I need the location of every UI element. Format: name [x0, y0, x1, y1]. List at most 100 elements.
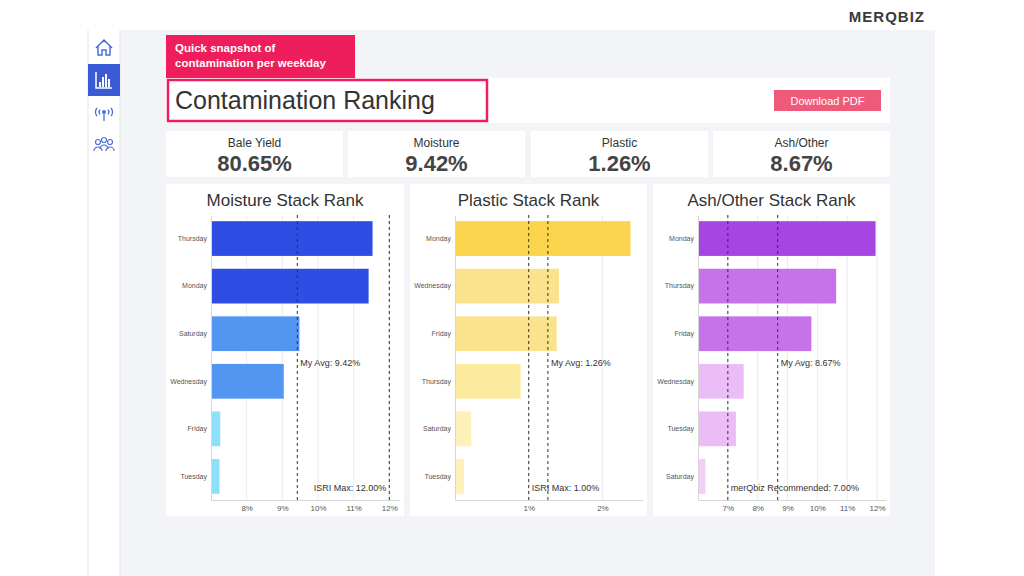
header-panel	[166, 78, 890, 123]
bar[interactable]	[698, 316, 811, 351]
icon-arc	[99, 110, 101, 115]
kpi-value: 8.67%	[770, 151, 832, 176]
category-label: Tuesday	[424, 473, 451, 481]
bar[interactable]	[211, 316, 299, 351]
page-title: Contamination Ranking	[175, 86, 435, 114]
x-tick: 12%	[382, 500, 398, 513]
bar[interactable]	[211, 364, 284, 399]
icon-dot	[102, 110, 106, 114]
background	[0, 0, 1024, 576]
kpi-card: Ash/Other8.67%	[713, 131, 890, 177]
bar[interactable]	[698, 412, 736, 447]
nav-home[interactable]	[96, 40, 112, 55]
icon-arc	[107, 110, 109, 115]
logo: MERQBIZ	[849, 8, 925, 25]
x-axis-line	[212, 500, 401, 501]
kpi-card: Plastic1.26%	[531, 131, 708, 177]
x-tick-label: 2%	[597, 504, 609, 513]
icon-bar	[108, 79, 110, 87]
icon-arc	[96, 108, 97, 116]
x-axis: 8%9%10%11%12%	[212, 500, 401, 513]
bar[interactable]	[698, 269, 836, 304]
bar[interactable]	[211, 269, 369, 304]
x-tick-label: 11%	[840, 504, 855, 513]
x-tick: 9%	[782, 500, 794, 513]
x-tick: 1%	[523, 500, 535, 513]
bar[interactable]	[455, 269, 559, 304]
icon-bar	[99, 82, 101, 87]
category-label: Wednesday	[170, 378, 207, 386]
bar[interactable]	[698, 459, 705, 494]
title-frame	[168, 80, 487, 121]
y-tick: Saturday	[179, 330, 211, 338]
x-tick: 12%	[870, 500, 886, 513]
y-tick: Wednesday	[414, 282, 455, 290]
button-label[interactable]: Download PDF	[791, 95, 865, 107]
nav-sensors[interactable]	[96, 108, 113, 121]
icon-body	[106, 147, 114, 151]
chart-title: Ash/Other Stack Rank	[687, 191, 856, 210]
icon-arc	[111, 108, 112, 116]
y-tick: Saturday	[666, 473, 698, 481]
x-axis-line	[456, 500, 644, 501]
chart-title: Plastic Stack Rank	[458, 191, 600, 210]
y-axis-line	[455, 216, 456, 501]
kpi-bg	[348, 131, 525, 177]
bar[interactable]	[211, 412, 220, 447]
nav-charts[interactable]	[96, 72, 112, 88]
x-tick: 9%	[277, 500, 289, 513]
nav-selected[interactable]	[88, 64, 120, 96]
kpi-bg	[713, 131, 890, 177]
reference-label: ISRI Max: 12.00%	[314, 483, 387, 493]
y-tick: Wednesday	[657, 378, 698, 386]
bar[interactable]	[698, 221, 876, 256]
button-bg[interactable]	[774, 90, 881, 111]
x-tick-label: 12%	[382, 504, 398, 513]
kpi-value: 80.65%	[217, 151, 292, 176]
y-tick: Saturday	[423, 425, 455, 433]
reference-label: merQbiz Recommended: 7.00%	[731, 483, 859, 493]
plot-marks	[698, 215, 876, 500]
plot-marks	[211, 215, 389, 500]
chart-card: Plastic Stack Rank1%2%MondayWednesdayFri…	[410, 184, 647, 516]
icon-mast	[103, 114, 104, 121]
icon-bar	[102, 77, 104, 87]
kpi-card: Moisture9.42%	[348, 131, 525, 177]
category-label: Thursday	[665, 282, 695, 290]
grid-line	[389, 215, 390, 500]
bar[interactable]	[211, 221, 373, 256]
grid-line	[847, 215, 848, 500]
bar[interactable]	[455, 316, 557, 351]
plot-marks	[455, 215, 630, 500]
reference-line	[389, 215, 390, 500]
x-tick: 8%	[241, 500, 253, 513]
reference-label: My Avg: 9.42%	[300, 358, 360, 368]
x-axis: 7%8%9%10%11%12%	[699, 500, 887, 513]
y-tick: Friday	[432, 330, 455, 338]
chart-title: Moisture Stack Rank	[207, 191, 364, 210]
page: MERQBIZQuick snapshot ofcontamination pe…	[0, 0, 1024, 576]
sidebar-border	[120, 30, 121, 576]
icon-head	[96, 140, 101, 145]
category-label: Thursday	[178, 235, 208, 243]
grid-line	[727, 215, 728, 500]
x-tick: 11%	[346, 500, 361, 513]
grid-line	[246, 215, 247, 500]
bar[interactable]	[455, 412, 471, 447]
icon-head	[108, 140, 113, 145]
x-tick-label: 12%	[870, 504, 886, 513]
category-label: Monday	[669, 235, 694, 243]
nav-users[interactable]	[94, 138, 114, 152]
card-bg	[653, 184, 890, 516]
kpi-value: 1.26%	[588, 151, 650, 176]
bar[interactable]	[211, 459, 220, 494]
bar[interactable]	[455, 459, 464, 494]
x-tick: 7%	[723, 500, 735, 513]
bar[interactable]	[455, 364, 521, 399]
bar[interactable]	[455, 221, 630, 256]
download-button[interactable]: Download PDF	[774, 90, 881, 111]
sidebar-border	[88, 30, 89, 576]
bar[interactable]	[698, 364, 744, 399]
category-label: Friday	[188, 425, 208, 433]
y-tick: Tuesday	[180, 473, 211, 481]
